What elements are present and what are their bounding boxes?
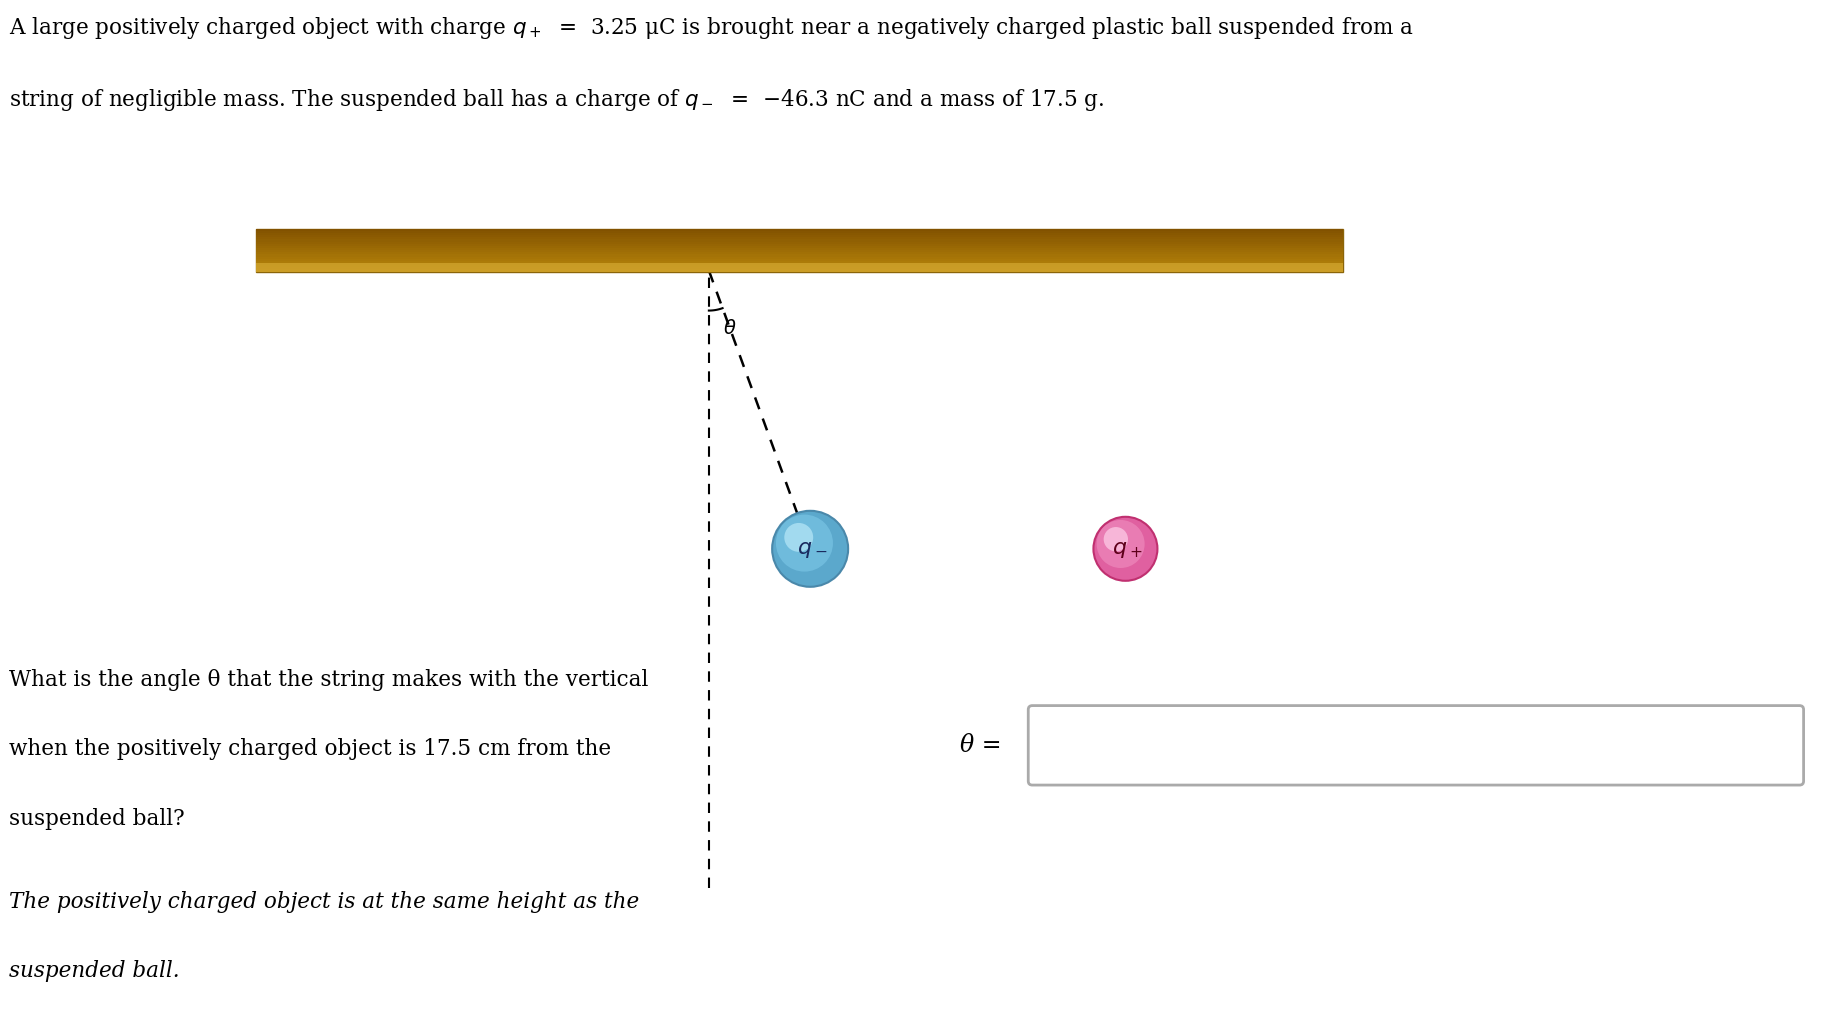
Bar (256, 265, 1343, 268)
Text: string of negligible mass. The suspended ball has a charge of $q_-$  =  −46.3 nC: string of negligible mass. The suspended… (9, 87, 1104, 112)
Text: θ =: θ = (959, 734, 1001, 757)
Circle shape (776, 515, 833, 572)
Bar (256, 246, 1343, 248)
Bar (256, 256, 1343, 258)
Bar (256, 237, 1343, 239)
Bar (256, 248, 1343, 250)
Circle shape (1093, 517, 1158, 581)
Bar (256, 254, 1343, 256)
Text: $\theta$: $\theta$ (723, 320, 736, 338)
Bar (256, 229, 1343, 231)
Bar (256, 235, 1343, 237)
Text: What is the angle θ that the string makes with the vertical: What is the angle θ that the string make… (9, 669, 649, 691)
Bar (256, 268, 1343, 270)
Bar (256, 263, 1343, 265)
Bar (256, 252, 1343, 254)
Bar (256, 229, 1343, 272)
Circle shape (784, 523, 813, 551)
Bar (256, 240, 1343, 242)
Bar (256, 233, 1343, 235)
Bar (256, 270, 1343, 272)
Circle shape (1104, 527, 1127, 551)
Bar (256, 258, 1343, 261)
Circle shape (773, 510, 848, 587)
Bar (256, 242, 1343, 244)
Bar (256, 250, 1343, 252)
Bar (256, 263, 1343, 272)
Bar (256, 231, 1343, 233)
Text: The positively charged object is at the same height as the: The positively charged object is at the … (9, 891, 639, 913)
Text: $q_+$: $q_+$ (1113, 538, 1142, 560)
Bar (256, 244, 1343, 246)
Bar (256, 261, 1343, 263)
Text: suspended ball.: suspended ball. (9, 961, 179, 982)
FancyBboxPatch shape (1029, 706, 1803, 785)
Text: suspended ball?: suspended ball? (9, 808, 185, 830)
Text: when the positively charged object is 17.5 cm from the: when the positively charged object is 17… (9, 738, 612, 761)
Circle shape (1096, 520, 1146, 568)
Text: A large positively charged object with charge $q_+$  =  3.25 μC is brought near : A large positively charged object with c… (9, 15, 1414, 41)
Text: $q_-$: $q_-$ (797, 538, 828, 560)
